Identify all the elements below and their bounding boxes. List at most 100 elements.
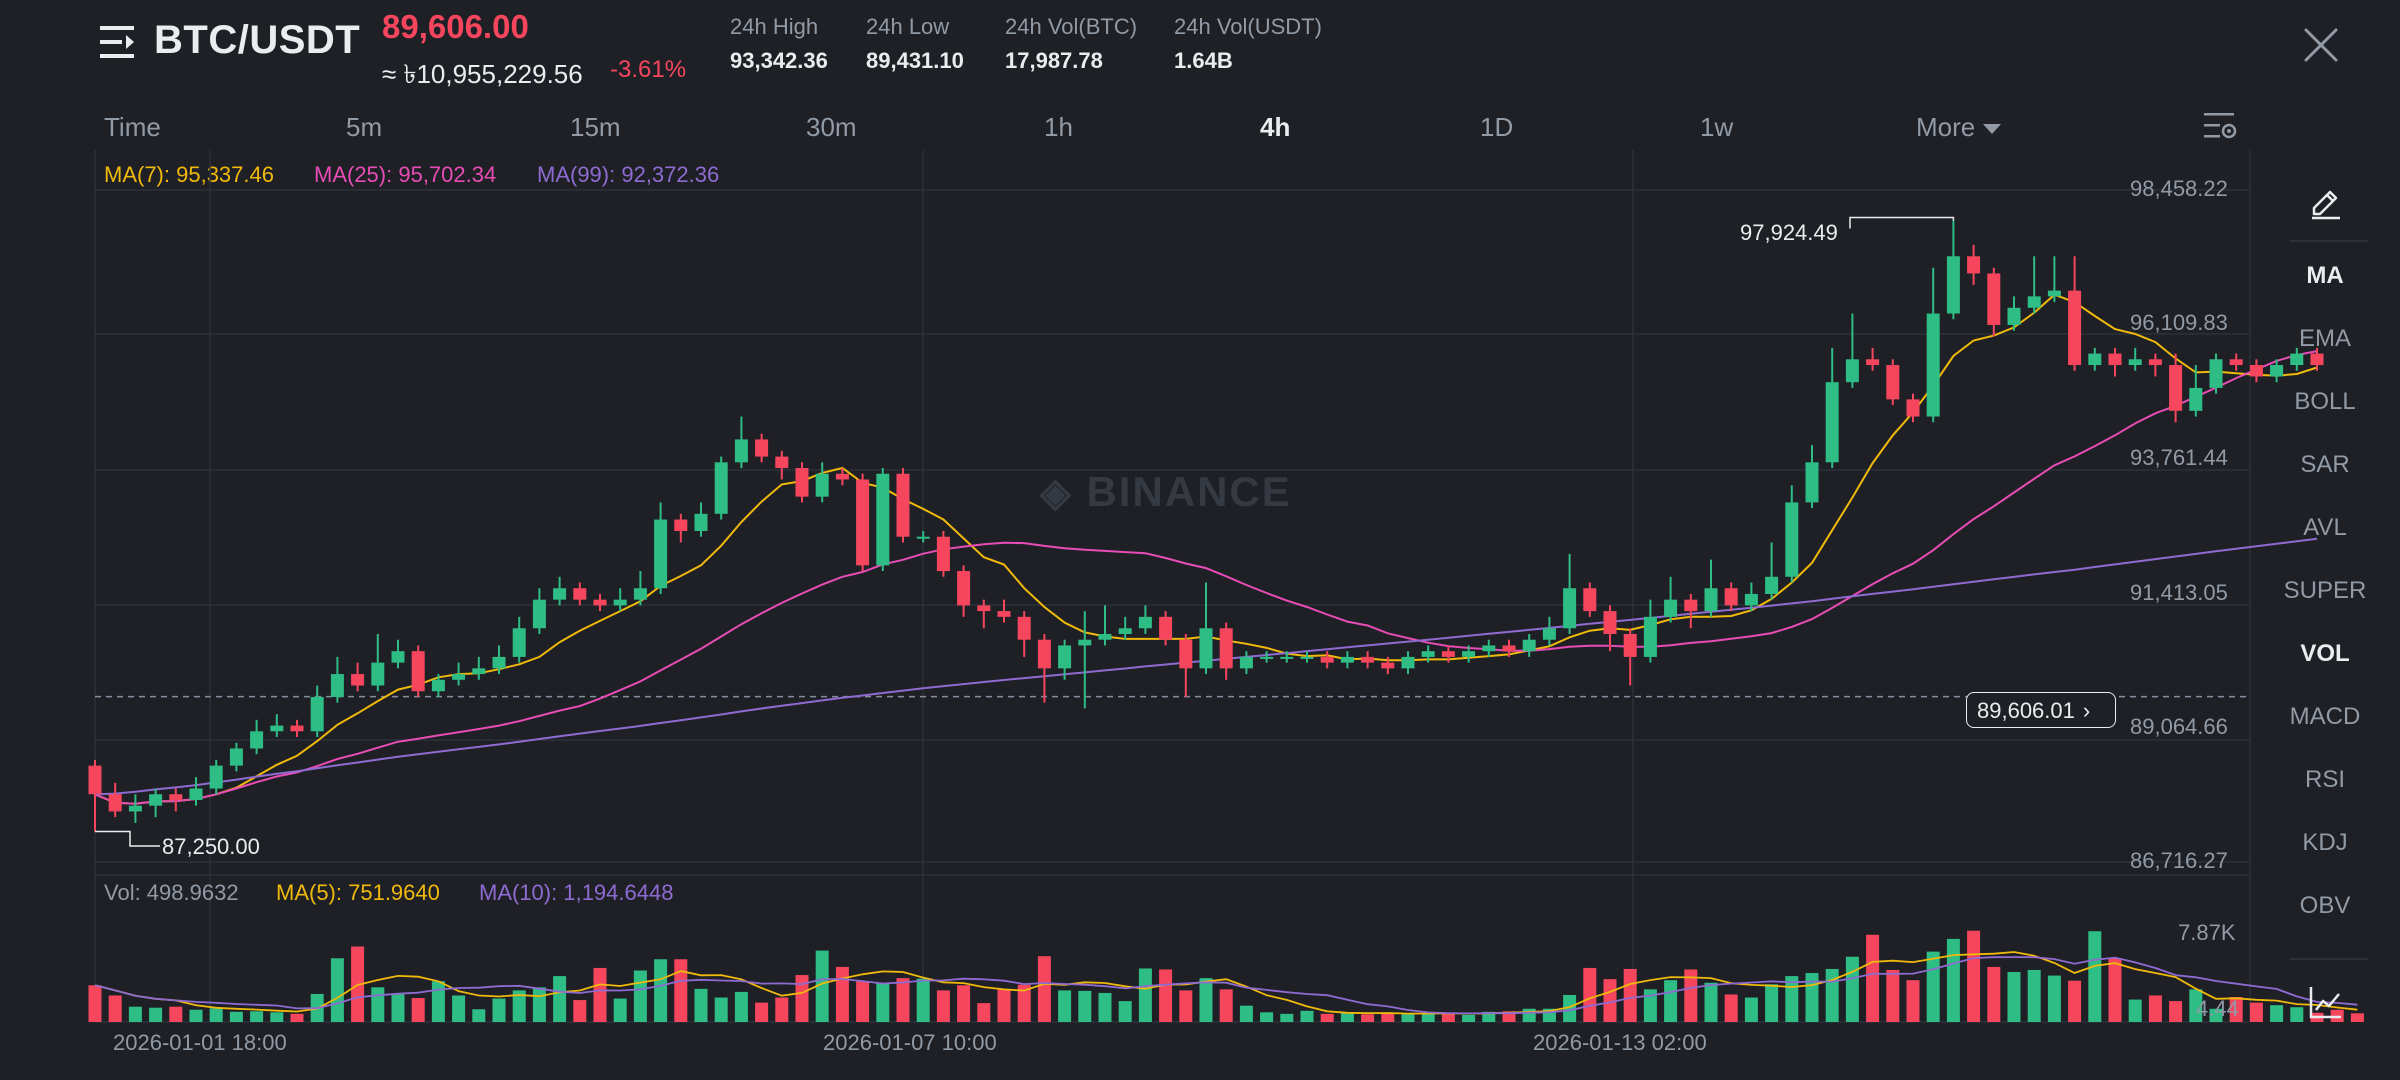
- candle-body: [1482, 645, 1496, 652]
- candle-body: [1017, 616, 1031, 640]
- candle-body: [593, 599, 607, 606]
- close-icon[interactable]: [2302, 26, 2340, 64]
- stat-24h-high-label: 24h High: [730, 14, 819, 39]
- volume-bar: [290, 1013, 304, 1022]
- chart-type-icon[interactable]: [2308, 984, 2344, 1020]
- indicator-obv[interactable]: OBV: [2299, 892, 2351, 919]
- candle-body: [1623, 634, 1637, 657]
- candle-body: [1118, 628, 1132, 635]
- tab-time[interactable]: Time: [104, 112, 161, 142]
- candle-body: [1340, 656, 1354, 663]
- volume-bar: [1462, 1014, 1476, 1022]
- volume-bar: [916, 978, 930, 1022]
- indicator-kdj[interactable]: KDJ: [2302, 829, 2348, 856]
- vol-ma10-legend: MA(10): 1,194.6448: [479, 880, 674, 905]
- volume-bar: [1482, 1011, 1496, 1022]
- volume-bars: [88, 930, 2364, 1022]
- time-axis-label: 2026-01-01 18:00: [113, 1030, 287, 1055]
- tab-4h[interactable]: 4h: [1260, 112, 1291, 142]
- candle-body: [694, 513, 708, 531]
- volume-bar: [674, 959, 688, 1022]
- candle-body: [1138, 616, 1152, 629]
- candle-body: [2148, 359, 2162, 366]
- volume-bar: [1078, 990, 1092, 1022]
- chart-grid: [94, 150, 2251, 1023]
- tab-1d[interactable]: 1D: [1480, 112, 1514, 142]
- tab-more[interactable]: More: [1916, 112, 2002, 143]
- current-price-tag[interactable]: 89,606.01 ›: [1966, 692, 2116, 728]
- candle-body: [330, 674, 344, 697]
- volume-bar: [573, 1000, 587, 1022]
- candle-body: [714, 462, 728, 514]
- candle-body: [1280, 656, 1294, 659]
- ticker-header: BTC/USDT 89,606.00 ≈ ৳10,955,229.56 -3.6…: [0, 0, 2400, 100]
- candle-body: [795, 468, 809, 497]
- candle-body: [1946, 256, 1960, 314]
- candle-body: [1583, 588, 1597, 612]
- indicator-ma[interactable]: MA: [2306, 262, 2344, 289]
- volume-ma5-line: [94, 951, 2358, 1015]
- volume-bar: [1441, 1012, 1455, 1022]
- last-price: 89,606.00: [382, 8, 529, 45]
- tab-15m[interactable]: 15m: [570, 112, 621, 142]
- panel-divider: [2290, 240, 2368, 242]
- volume-bar: [1340, 1013, 1354, 1022]
- volume-bar: [209, 1008, 223, 1022]
- volume-bar: [1684, 969, 1698, 1022]
- volume-bar: [1098, 992, 1112, 1022]
- watermark-text: BINANCE: [1086, 468, 1292, 515]
- volume-bar: [2027, 969, 2041, 1022]
- volume-bar: [2189, 989, 2203, 1022]
- candle-body: [2310, 353, 2324, 366]
- candle-body: [108, 794, 122, 812]
- tab-30m[interactable]: 30m: [806, 112, 857, 142]
- volume-bar: [1179, 990, 1193, 1022]
- candle-body: [209, 765, 223, 789]
- tab-5m[interactable]: 5m: [346, 112, 383, 142]
- volume-bar: [795, 975, 809, 1022]
- volume-bar: [1361, 1014, 1375, 1022]
- tab-1w[interactable]: 1w: [1700, 112, 1734, 142]
- indicator-sar[interactable]: SAR: [2300, 451, 2350, 478]
- indicator-ema[interactable]: EMA: [2298, 325, 2351, 352]
- candle-body: [2249, 365, 2263, 377]
- volume-bar: [1401, 1013, 1415, 1022]
- volume-bar: [1138, 968, 1152, 1022]
- volume-bar: [169, 1006, 183, 1022]
- stat-24h-vol-usdt-value: 1.64B: [1174, 48, 1233, 73]
- stat-24h-low-value: 89,431.10: [866, 48, 964, 73]
- candle-body: [1643, 616, 1657, 657]
- volume-bar: [2350, 1013, 2364, 1022]
- ma25-legend: MA(25): 95,702.34: [314, 162, 497, 187]
- fiat-price: ≈ ৳10,955,229.56: [382, 59, 583, 89]
- volume-bar: [1381, 1012, 1395, 1022]
- chart-settings-icon[interactable]: [2202, 110, 2238, 142]
- trading-pair[interactable]: BTC/USDT: [154, 18, 361, 62]
- candle-body: [1724, 588, 1738, 606]
- volume-bar: [1300, 1010, 1314, 1022]
- chart-markers: [95, 216, 1955, 847]
- tab-1h[interactable]: 1h: [1044, 112, 1073, 142]
- candle-body: [1987, 273, 2001, 325]
- indicator-avl[interactable]: AVL: [2303, 514, 2347, 541]
- volume-bar: [1845, 956, 1859, 1022]
- volume-bar: [391, 993, 405, 1022]
- vol-legend: Vol: 498.9632: [104, 880, 239, 905]
- draw-tool-icon[interactable]: [2306, 180, 2346, 220]
- ma99-legend: MA(99): 92,372.36: [537, 162, 720, 187]
- candlesticks: [88, 220, 2324, 832]
- menu-icon[interactable]: [100, 24, 138, 62]
- volume-bar: [1744, 997, 1758, 1022]
- indicator-vol[interactable]: VOL: [2300, 640, 2350, 667]
- candle-body: [1179, 639, 1193, 669]
- indicator-macd[interactable]: MACD: [2289, 703, 2361, 730]
- indicator-super[interactable]: SUPER: [2283, 577, 2367, 604]
- volume-bar: [997, 989, 1011, 1022]
- volume-bar: [1239, 1005, 1253, 1022]
- volume-bar: [1118, 1001, 1132, 1022]
- caret-down-icon: [1983, 124, 2002, 135]
- indicator-rsi[interactable]: RSI: [2304, 766, 2345, 793]
- indicator-boll[interactable]: BOLL: [2294, 388, 2356, 415]
- candle-body: [916, 536, 930, 539]
